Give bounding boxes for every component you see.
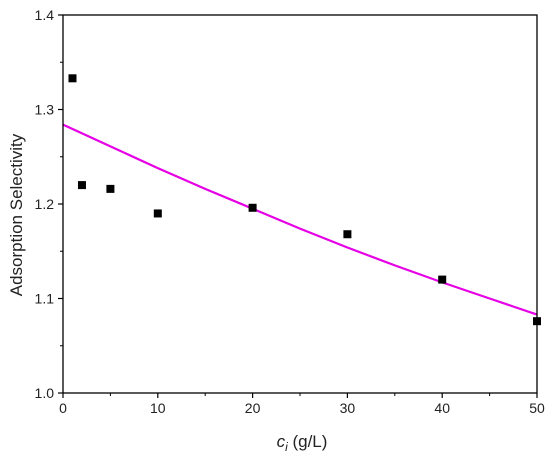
data-point	[153, 209, 162, 218]
x-tick-label: 40	[434, 400, 450, 416]
data-point	[77, 181, 86, 190]
x-axis-label-variable: c	[277, 432, 286, 451]
data-point	[343, 230, 352, 239]
data-points	[68, 74, 541, 326]
y-tick-label: 1.2	[35, 196, 55, 212]
x-tick-label: 30	[340, 400, 356, 416]
fit-curve	[62, 123, 538, 316]
y-tick-label: 1.1	[35, 291, 55, 307]
x-tick-label: 50	[529, 400, 545, 416]
plot-frame	[62, 14, 538, 394]
x-axis: 0 10 20 30 40 50	[59, 393, 545, 416]
y-axis: 1.0 1.1 1.2 1.3 1.4	[35, 7, 63, 401]
y-tick-label: 1.3	[35, 102, 55, 118]
x-tick-label: 10	[150, 400, 166, 416]
y-axis-label: Adsorption Selectivity	[7, 133, 26, 296]
data-point	[438, 275, 447, 284]
data-point	[106, 184, 115, 193]
y-tick-label: 1.4	[35, 7, 55, 23]
x-axis-label: ci (g/L)	[277, 432, 328, 454]
x-tick-label: 20	[245, 400, 261, 416]
y-tick-label: 1.0	[35, 385, 55, 401]
data-point	[68, 74, 77, 83]
x-axis-label-unit: (g/L)	[288, 432, 328, 451]
x-tick-label: 0	[59, 400, 67, 416]
data-point	[248, 203, 257, 212]
x-axis-label-subscript: i	[285, 440, 288, 454]
fit-layer	[62, 123, 538, 316]
